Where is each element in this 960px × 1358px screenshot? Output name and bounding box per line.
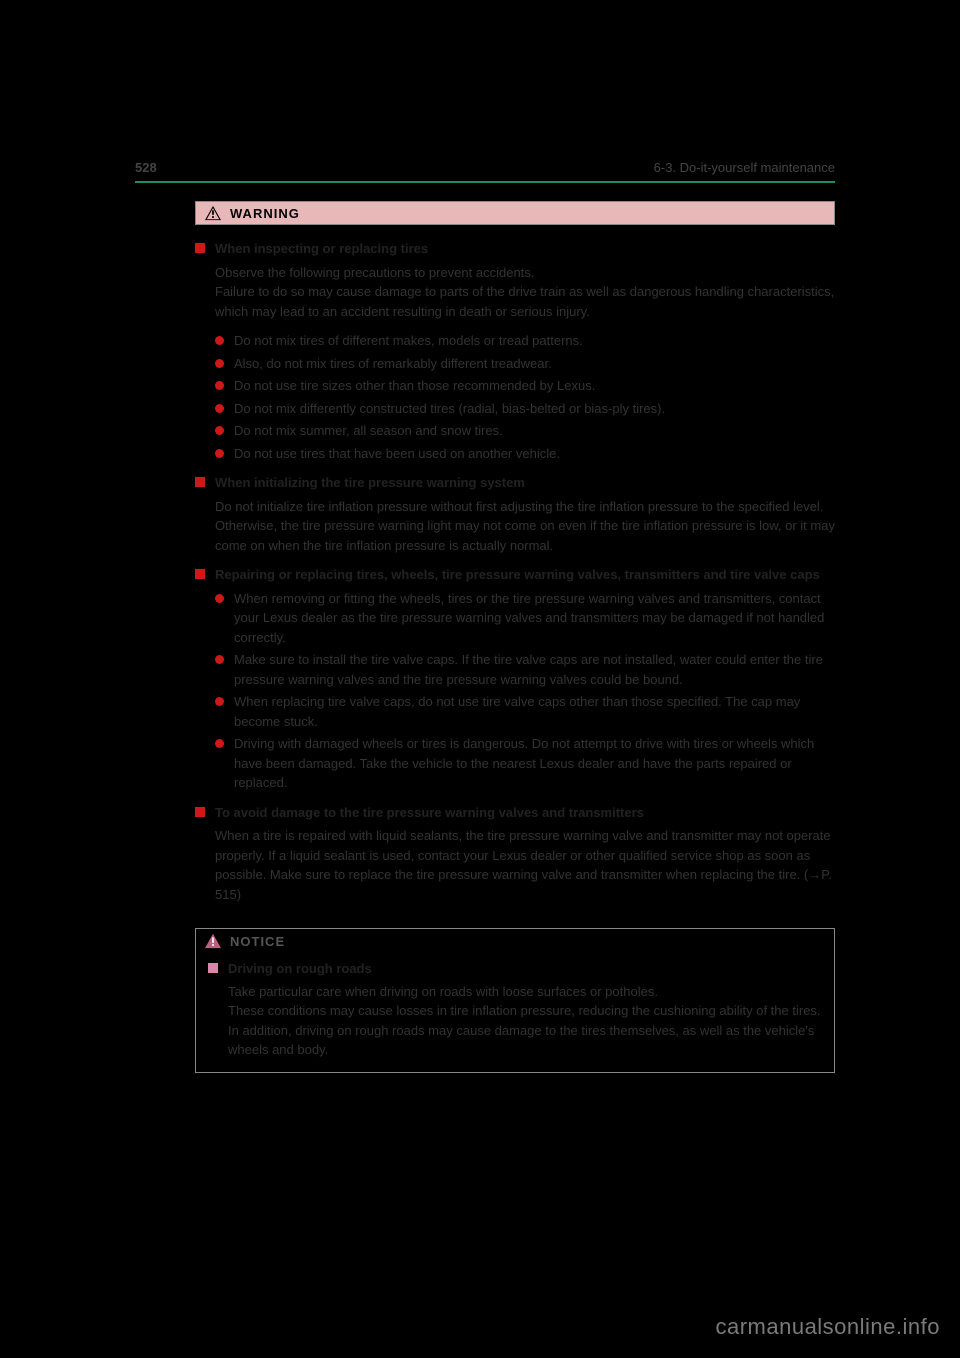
warning-header-bar: WARNING [195,201,835,225]
warning-triangle-icon [204,205,222,221]
round-marker-icon [215,359,224,368]
bullet-item: When removing or fitting the wheels, tir… [215,589,835,648]
bullet-text: Do not mix summer, all season and snow t… [234,421,503,441]
round-marker-icon [215,594,224,603]
round-marker-icon [215,655,224,664]
warning-section: To avoid damage to the tire pressure war… [195,803,835,823]
round-marker-icon [215,336,224,345]
notice-heading: Driving on rough roads [228,959,372,979]
section-heading: When initializing the tire pressure warn… [215,473,525,493]
section-body: Do not initialize tire inflation pressur… [215,497,835,556]
bullet-text: Also, do not mix tires of remarkably dif… [234,354,552,374]
notice-triangle-icon [204,933,222,949]
warning-section: When inspecting or replacing tires [195,239,835,259]
notice-box: NOTICE Driving on rough roads Take parti… [195,928,835,1073]
bullet-text: When removing or fitting the wheels, tir… [234,589,835,648]
page-number: 528 [135,160,157,175]
bullet-text: Do not use tire sizes other than those r… [234,376,595,396]
round-marker-icon [215,404,224,413]
round-marker-icon [215,381,224,390]
notice-header: NOTICE [196,929,834,953]
square-marker-pink-icon [208,963,218,973]
square-marker-icon [195,807,205,817]
bullet-text: Do not mix tires of different makes, mod… [234,331,583,351]
notice-section: Driving on rough roads [208,959,822,979]
bullet-item: Also, do not mix tires of remarkably dif… [215,354,835,374]
bullet-text: Do not mix differently constructed tires… [234,399,665,419]
page-header: 528 6-3. Do-it-yourself maintenance [135,160,835,183]
bullet-item: Do not use tire sizes other than those r… [215,376,835,396]
bullet-item: Do not mix tires of different makes, mod… [215,331,835,351]
bullet-text: Make sure to install the tire valve caps… [234,650,835,689]
warning-content: When inspecting or replacing tires Obser… [195,239,835,904]
bullet-item: When replacing tire valve caps, do not u… [215,692,835,731]
bullet-item: Make sure to install the tire valve caps… [215,650,835,689]
bullet-item: Driving with damaged wheels or tires is … [215,734,835,793]
warning-section: Repairing or replacing tires, wheels, ti… [195,565,835,585]
square-marker-icon [195,569,205,579]
section-heading: When inspecting or replacing tires [215,239,428,259]
bullet-item: Do not use tires that have been used on … [215,444,835,464]
square-marker-icon [195,477,205,487]
round-marker-icon [215,426,224,435]
bullet-text: Driving with damaged wheels or tires is … [234,734,835,793]
section-body: Observe the following precautions to pre… [215,263,835,322]
bullet-item: Do not mix differently constructed tires… [215,399,835,419]
notice-content: Driving on rough roads Take particular c… [196,953,834,1072]
section-body: When a tire is repaired with liquid seal… [215,826,835,904]
notice-body: Take particular care when driving on roa… [228,982,822,1060]
section-heading: Repairing or replacing tires, wheels, ti… [215,565,820,585]
watermark: carmanualsonline.info [715,1314,940,1340]
round-marker-icon [215,739,224,748]
warning-section: When initializing the tire pressure warn… [195,473,835,493]
round-marker-icon [215,449,224,458]
section-heading: To avoid damage to the tire pressure war… [215,803,644,823]
manual-page: 528 6-3. Do-it-yourself maintenance WARN… [135,160,835,1073]
section-title: 6-3. Do-it-yourself maintenance [654,160,835,175]
bullet-item: Do not mix summer, all season and snow t… [215,421,835,441]
round-marker-icon [215,697,224,706]
notice-label: NOTICE [230,934,285,949]
square-marker-icon [195,243,205,253]
warning-label: WARNING [230,206,300,221]
bullet-text: Do not use tires that have been used on … [234,444,560,464]
bullet-text: When replacing tire valve caps, do not u… [234,692,835,731]
